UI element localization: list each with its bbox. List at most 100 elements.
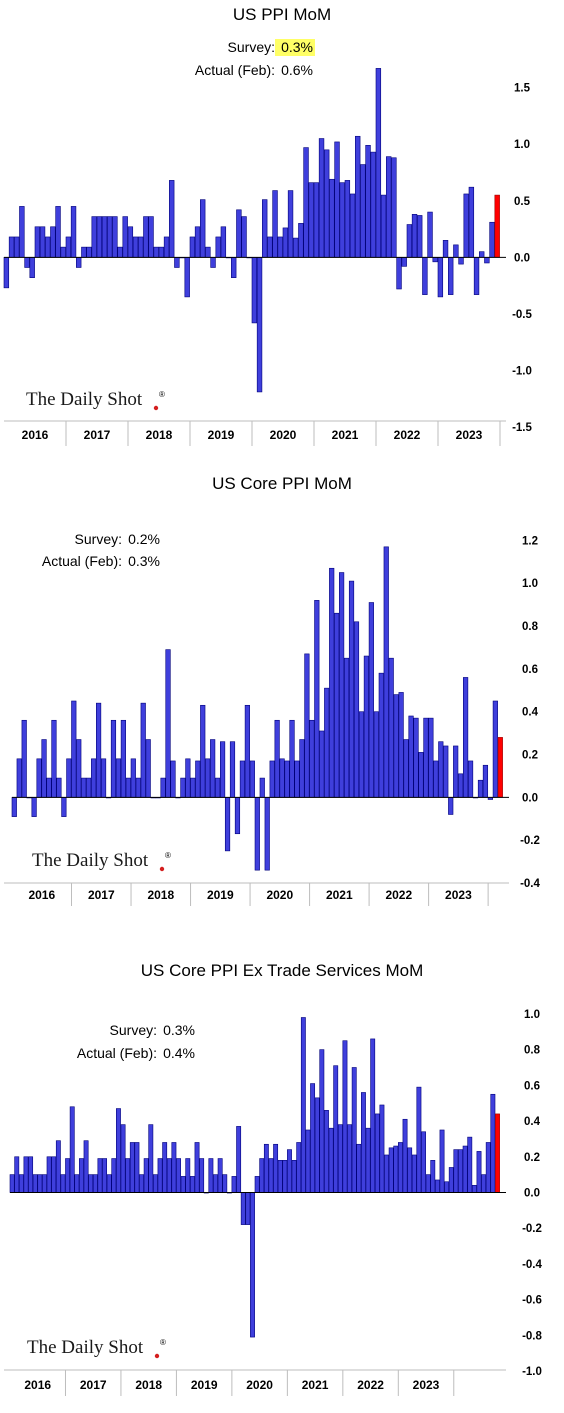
bar	[343, 657, 350, 798]
bar	[360, 164, 366, 258]
logo-mark: ®	[160, 1338, 166, 1347]
bar	[468, 186, 475, 258]
bar	[200, 199, 206, 258]
bar	[378, 672, 384, 798]
year-label: 2018	[135, 1378, 162, 1392]
year-label: 2023	[445, 888, 472, 902]
bar	[220, 226, 227, 258]
bar	[467, 760, 474, 798]
year-label: 2017	[84, 428, 111, 442]
bar	[112, 216, 118, 258]
bar	[148, 1124, 154, 1193]
bar	[401, 257, 407, 267]
bar	[263, 1143, 269, 1193]
bar	[489, 221, 495, 258]
bar	[484, 257, 490, 264]
bar	[411, 1154, 417, 1193]
bar	[66, 758, 72, 798]
bar	[236, 1126, 242, 1193]
bar	[368, 602, 374, 798]
year-label: 2018	[146, 428, 173, 442]
year-label: 2020	[270, 428, 297, 442]
bar	[272, 190, 278, 258]
bar	[251, 257, 258, 324]
bar	[379, 1104, 385, 1193]
bar	[165, 649, 171, 798]
bar	[430, 1160, 436, 1193]
y-tick-label: -0.5	[512, 309, 532, 321]
bar	[14, 1156, 20, 1193]
y-tick-label: -0.6	[522, 1295, 542, 1307]
bar	[476, 1151, 482, 1193]
y-tick-label: 0.6	[524, 1080, 540, 1092]
bar	[298, 223, 304, 258]
bar	[370, 151, 376, 258]
year-label: 2020	[246, 1378, 273, 1392]
bar	[143, 1158, 149, 1193]
bar	[69, 1106, 75, 1193]
bar	[245, 1192, 251, 1225]
bar	[14, 236, 20, 258]
bar	[115, 758, 122, 798]
bar	[442, 240, 449, 258]
bar	[421, 1131, 426, 1193]
bar	[210, 739, 216, 798]
bar	[383, 546, 389, 798]
bar	[9, 1174, 15, 1193]
bar	[303, 147, 309, 258]
bar	[215, 236, 221, 258]
bar	[132, 236, 139, 258]
bar	[267, 236, 273, 258]
bar	[81, 246, 87, 258]
bar	[55, 206, 61, 258]
year-label: 2023	[413, 1378, 440, 1392]
bar	[170, 760, 176, 798]
bar	[60, 1174, 66, 1193]
bar	[462, 1145, 468, 1193]
year-label: 2022	[394, 428, 421, 442]
bar	[433, 760, 439, 798]
bar	[23, 1156, 29, 1193]
bar	[180, 1176, 186, 1193]
bar	[21, 719, 27, 798]
bar	[210, 257, 216, 268]
bar	[97, 1158, 103, 1193]
chart-core-ppi-mom: US Core PPI MoM Survey: 0.2% Actual (Feb): 0…	[0, 466, 564, 906]
bar	[60, 246, 66, 258]
bar	[140, 702, 146, 798]
bar	[361, 1092, 366, 1193]
actual-label: Actual (Feb):	[77, 1045, 157, 1061]
bar	[309, 719, 315, 798]
bar	[76, 257, 82, 268]
survey-highlight	[275, 39, 315, 56]
actual-label: Actual (Feb):	[42, 553, 122, 569]
y-tick-label: 0.5	[514, 196, 531, 208]
bar	[215, 777, 221, 798]
bar	[365, 1127, 371, 1193]
bar	[184, 257, 190, 298]
bar	[139, 1174, 144, 1193]
bar	[190, 777, 196, 798]
year-label: 2017	[80, 1378, 107, 1392]
bar	[174, 257, 180, 268]
logo-text: The Daily Shot	[32, 850, 149, 871]
bar	[458, 257, 464, 265]
bar	[314, 1097, 320, 1193]
bar	[241, 216, 247, 258]
y-tick-label: -1.0	[522, 1366, 542, 1378]
chart-ppi-mom: US PPI MoM Survey: 0.3% Actual (Feb): 0.6% 1.…	[0, 0, 564, 446]
bar	[70, 206, 77, 258]
bar	[492, 700, 498, 798]
bar	[310, 1083, 316, 1193]
bar	[422, 257, 428, 295]
year-label: 2022	[357, 1378, 384, 1392]
bar	[56, 777, 62, 798]
y-tick-label: -0.2	[522, 1223, 542, 1235]
bar	[229, 741, 236, 798]
bar	[234, 797, 241, 835]
bar	[264, 797, 270, 871]
y-tick-label: 1.0	[524, 1009, 540, 1021]
bar	[158, 246, 165, 258]
bar	[116, 1108, 121, 1193]
bar	[434, 1179, 440, 1193]
